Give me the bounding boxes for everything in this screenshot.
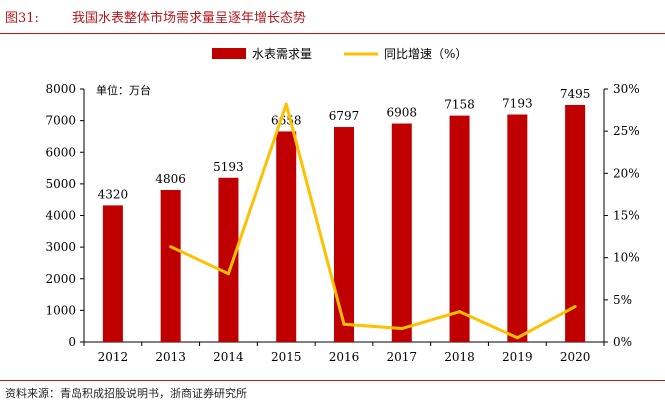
figure-number: 图31: [5,11,39,26]
growth-line [170,102,576,340]
growth-point [458,310,462,314]
bar-data-label: 6658 [271,113,302,127]
growth-point [515,336,519,340]
x-tick-label: 2014 [213,350,244,364]
y2-tick-label: 10% [613,251,640,265]
x-tick-label: 2012 [98,350,129,364]
bar [507,114,528,342]
growth-point [226,272,230,276]
x-tick-label: 2020 [560,350,591,364]
y2-tick-label: 20% [613,166,640,180]
growth-point [169,245,173,249]
header-rule [0,33,665,34]
bar-data-label: 6797 [329,109,360,123]
growth-line-series [169,102,577,340]
y-tick-label: 2000 [45,272,76,286]
y2-tick-label: 5% [613,293,632,307]
x-tick-label: 2017 [387,350,418,364]
y2-tick-label: 15% [613,209,640,223]
y-tick-label: 7000 [45,114,76,128]
bar-data-label: 5193 [213,160,244,174]
bar [391,123,412,342]
bar [449,115,470,342]
growth-point [342,322,346,326]
y-tick-labels: 0 1000 2000 3000 4000 5000 6000 7000 8000 [45,82,76,349]
x-tick-label: 2015 [271,350,302,364]
figure-title: 我国水表整体市场需求量呈逐年增长态势 [72,11,307,26]
bar-data-label: 7495 [560,87,591,101]
legend-line-label: 同比增速（%） [384,47,467,61]
y-tick-label: 8000 [45,82,76,96]
bar-data-label: 4320 [98,187,129,201]
bar [218,177,239,342]
x-tick-label: 2019 [502,350,533,364]
bar [160,190,181,342]
chart: 水表需求量 同比增速（%） 单位：万台 4320 4806 5193 6658 6797… [45,47,640,364]
y2-tick-label: 0% [613,335,632,349]
bar-data-labels: 4320 4806 5193 6658 6797 6908 7158 7193 7495 [98,87,591,201]
bar-data-label: 7158 [444,98,475,112]
y-tick-label: 3000 [45,240,76,254]
bar-data-label: 7193 [502,97,533,111]
x-tick-label: 2016 [329,350,360,364]
figure-header: 图31: 我国水表整体市场需求量呈逐年增长态势 [0,0,665,34]
y-tick-label: 5000 [45,177,76,191]
bar [565,104,586,342]
y2-tick-label: 30% [613,82,640,96]
legend-bar-swatch [212,48,246,59]
bar [334,127,354,342]
bar [276,131,297,342]
chart-legend: 水表需求量 同比增速（%） [212,47,467,61]
y-tick-label: 1000 [45,303,76,317]
x-tick-label: 2018 [444,350,475,364]
growth-point [573,305,577,309]
legend-bar-label: 水表需求量 [252,47,312,61]
y-tick-label: 6000 [45,145,76,159]
y-tick-label: 4000 [45,209,76,223]
y2-tick-label: 25% [613,124,640,138]
bar-data-label: 6908 [387,106,418,120]
y-tick-label: 0 [68,335,76,349]
bar [102,205,123,342]
growth-point [284,102,288,106]
unit-label: 单位：万台 [96,83,151,97]
x-tick-label: 2013 [155,350,186,364]
growth-point [400,327,404,331]
y2-tick-labels: 0% 5% 10% 15% 20% 25% 30% [613,82,640,349]
bar-data-label: 4806 [155,172,186,186]
bar-series [102,104,586,342]
footer-rule [0,380,665,381]
source-note: 资料来源：青岛积成招股说明书，浙商证券研究所 [5,387,247,400]
x-tick-labels: 2012 2013 2014 2015 2016 2017 2018 2019 2020 [98,350,591,364]
